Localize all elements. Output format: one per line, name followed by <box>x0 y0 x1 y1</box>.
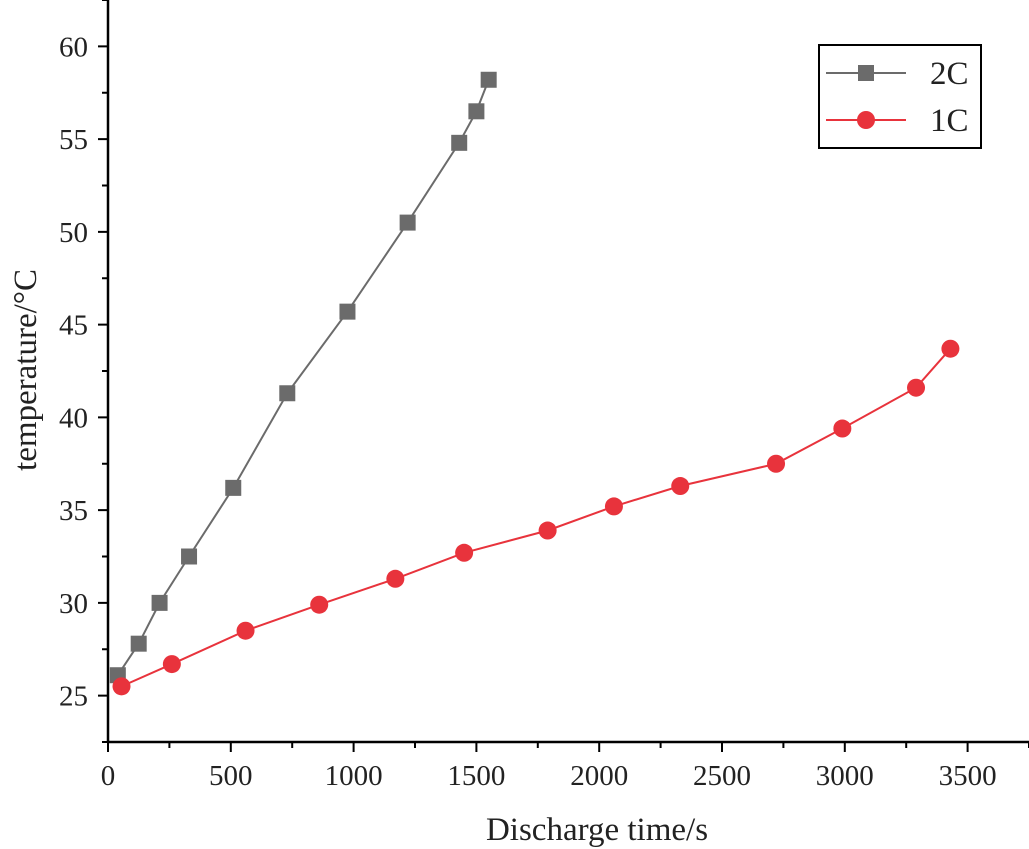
data-point-1C <box>671 477 690 496</box>
data-point-2C <box>339 303 356 320</box>
y-tick-label: 60 <box>59 31 88 63</box>
data-point-1C <box>538 521 557 540</box>
legend-label-1C: 1C <box>930 103 969 139</box>
x-axis-title: Discharge time/s <box>486 812 708 848</box>
legend-marker-1C <box>857 111 875 129</box>
series-layer <box>109 71 960 696</box>
data-point-2C <box>451 134 468 151</box>
data-point-1C <box>455 543 474 562</box>
data-point-1C <box>310 595 329 614</box>
y-tick-label: 55 <box>59 124 88 156</box>
data-point-1C <box>604 497 623 516</box>
data-point-2C <box>468 103 485 120</box>
legend-label-2C: 2C <box>930 56 969 92</box>
series-line-2C <box>116 79 490 676</box>
data-point-1C <box>386 569 405 588</box>
x-tick-label: 1000 <box>325 760 383 792</box>
x-tick-label: 1500 <box>447 760 505 792</box>
data-point-1C <box>236 621 255 640</box>
data-point-1C <box>767 454 786 473</box>
y-tick-label: 30 <box>59 588 88 620</box>
y-tick-label: 45 <box>59 310 88 342</box>
data-point-1C <box>112 677 131 696</box>
x-tick-label: 3500 <box>939 760 997 792</box>
x-tick-label: 2500 <box>693 760 751 792</box>
x-tick-label: 2000 <box>570 760 628 792</box>
data-point-2C <box>225 479 242 496</box>
data-point-2C <box>181 548 198 565</box>
y-tick-label: 35 <box>59 495 88 527</box>
y-tick-label: 25 <box>59 681 88 713</box>
y-tick-label: 50 <box>59 217 88 249</box>
axes: 0 500 1000 1500 2000 2500 3000 3500 25 30 35 40 45 50… <box>59 0 1029 792</box>
data-point-1C <box>833 419 852 438</box>
data-point-2C <box>151 594 168 611</box>
legend-marker-2C <box>858 65 874 81</box>
x-tick-label: 0 <box>101 760 116 792</box>
data-point-1C <box>941 339 960 358</box>
y-axis-title: temperature/°C <box>8 269 44 471</box>
data-point-1C <box>907 378 926 397</box>
x-tick-label: 500 <box>209 760 253 792</box>
data-point-2C <box>399 214 416 231</box>
data-point-2C <box>130 635 147 652</box>
y-tick-label: 40 <box>59 402 88 434</box>
x-tick-label: 3000 <box>816 760 874 792</box>
legend-box <box>818 44 982 149</box>
data-point-2C <box>480 71 497 88</box>
data-point-1C <box>162 655 181 674</box>
data-point-2C <box>279 385 296 402</box>
